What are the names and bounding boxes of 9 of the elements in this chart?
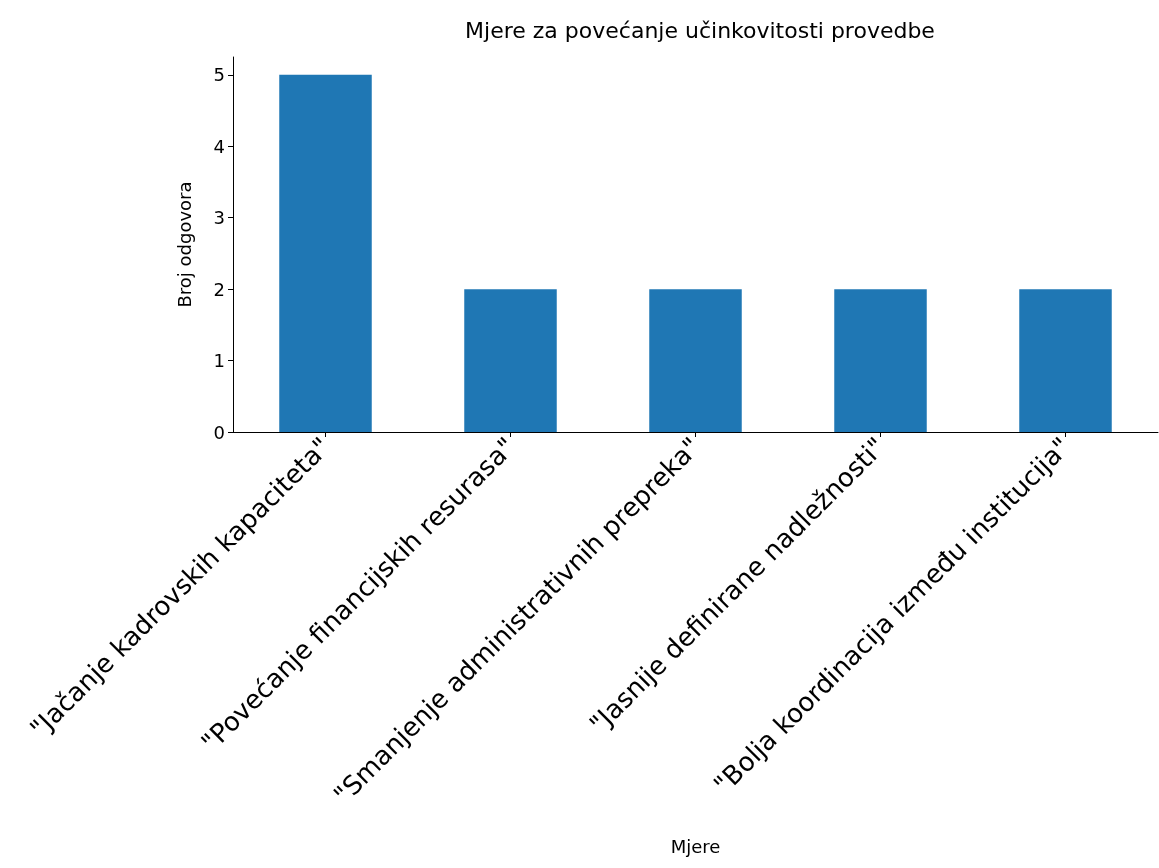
y-tick-label: 5 [213,64,225,86]
x-axis-title: Mjere [670,835,721,857]
y-tick-label: 3 [213,207,225,229]
y-tick-label: 0 [213,421,225,443]
chart-title: Mjere za povećanje učinkovitosti provedbe [465,17,935,43]
y-axis-title: Broj odgovora [173,181,195,308]
y-tick-label: 1 [213,350,225,372]
y-tick-label: 2 [213,278,225,300]
y-tick-label: 4 [213,135,225,157]
